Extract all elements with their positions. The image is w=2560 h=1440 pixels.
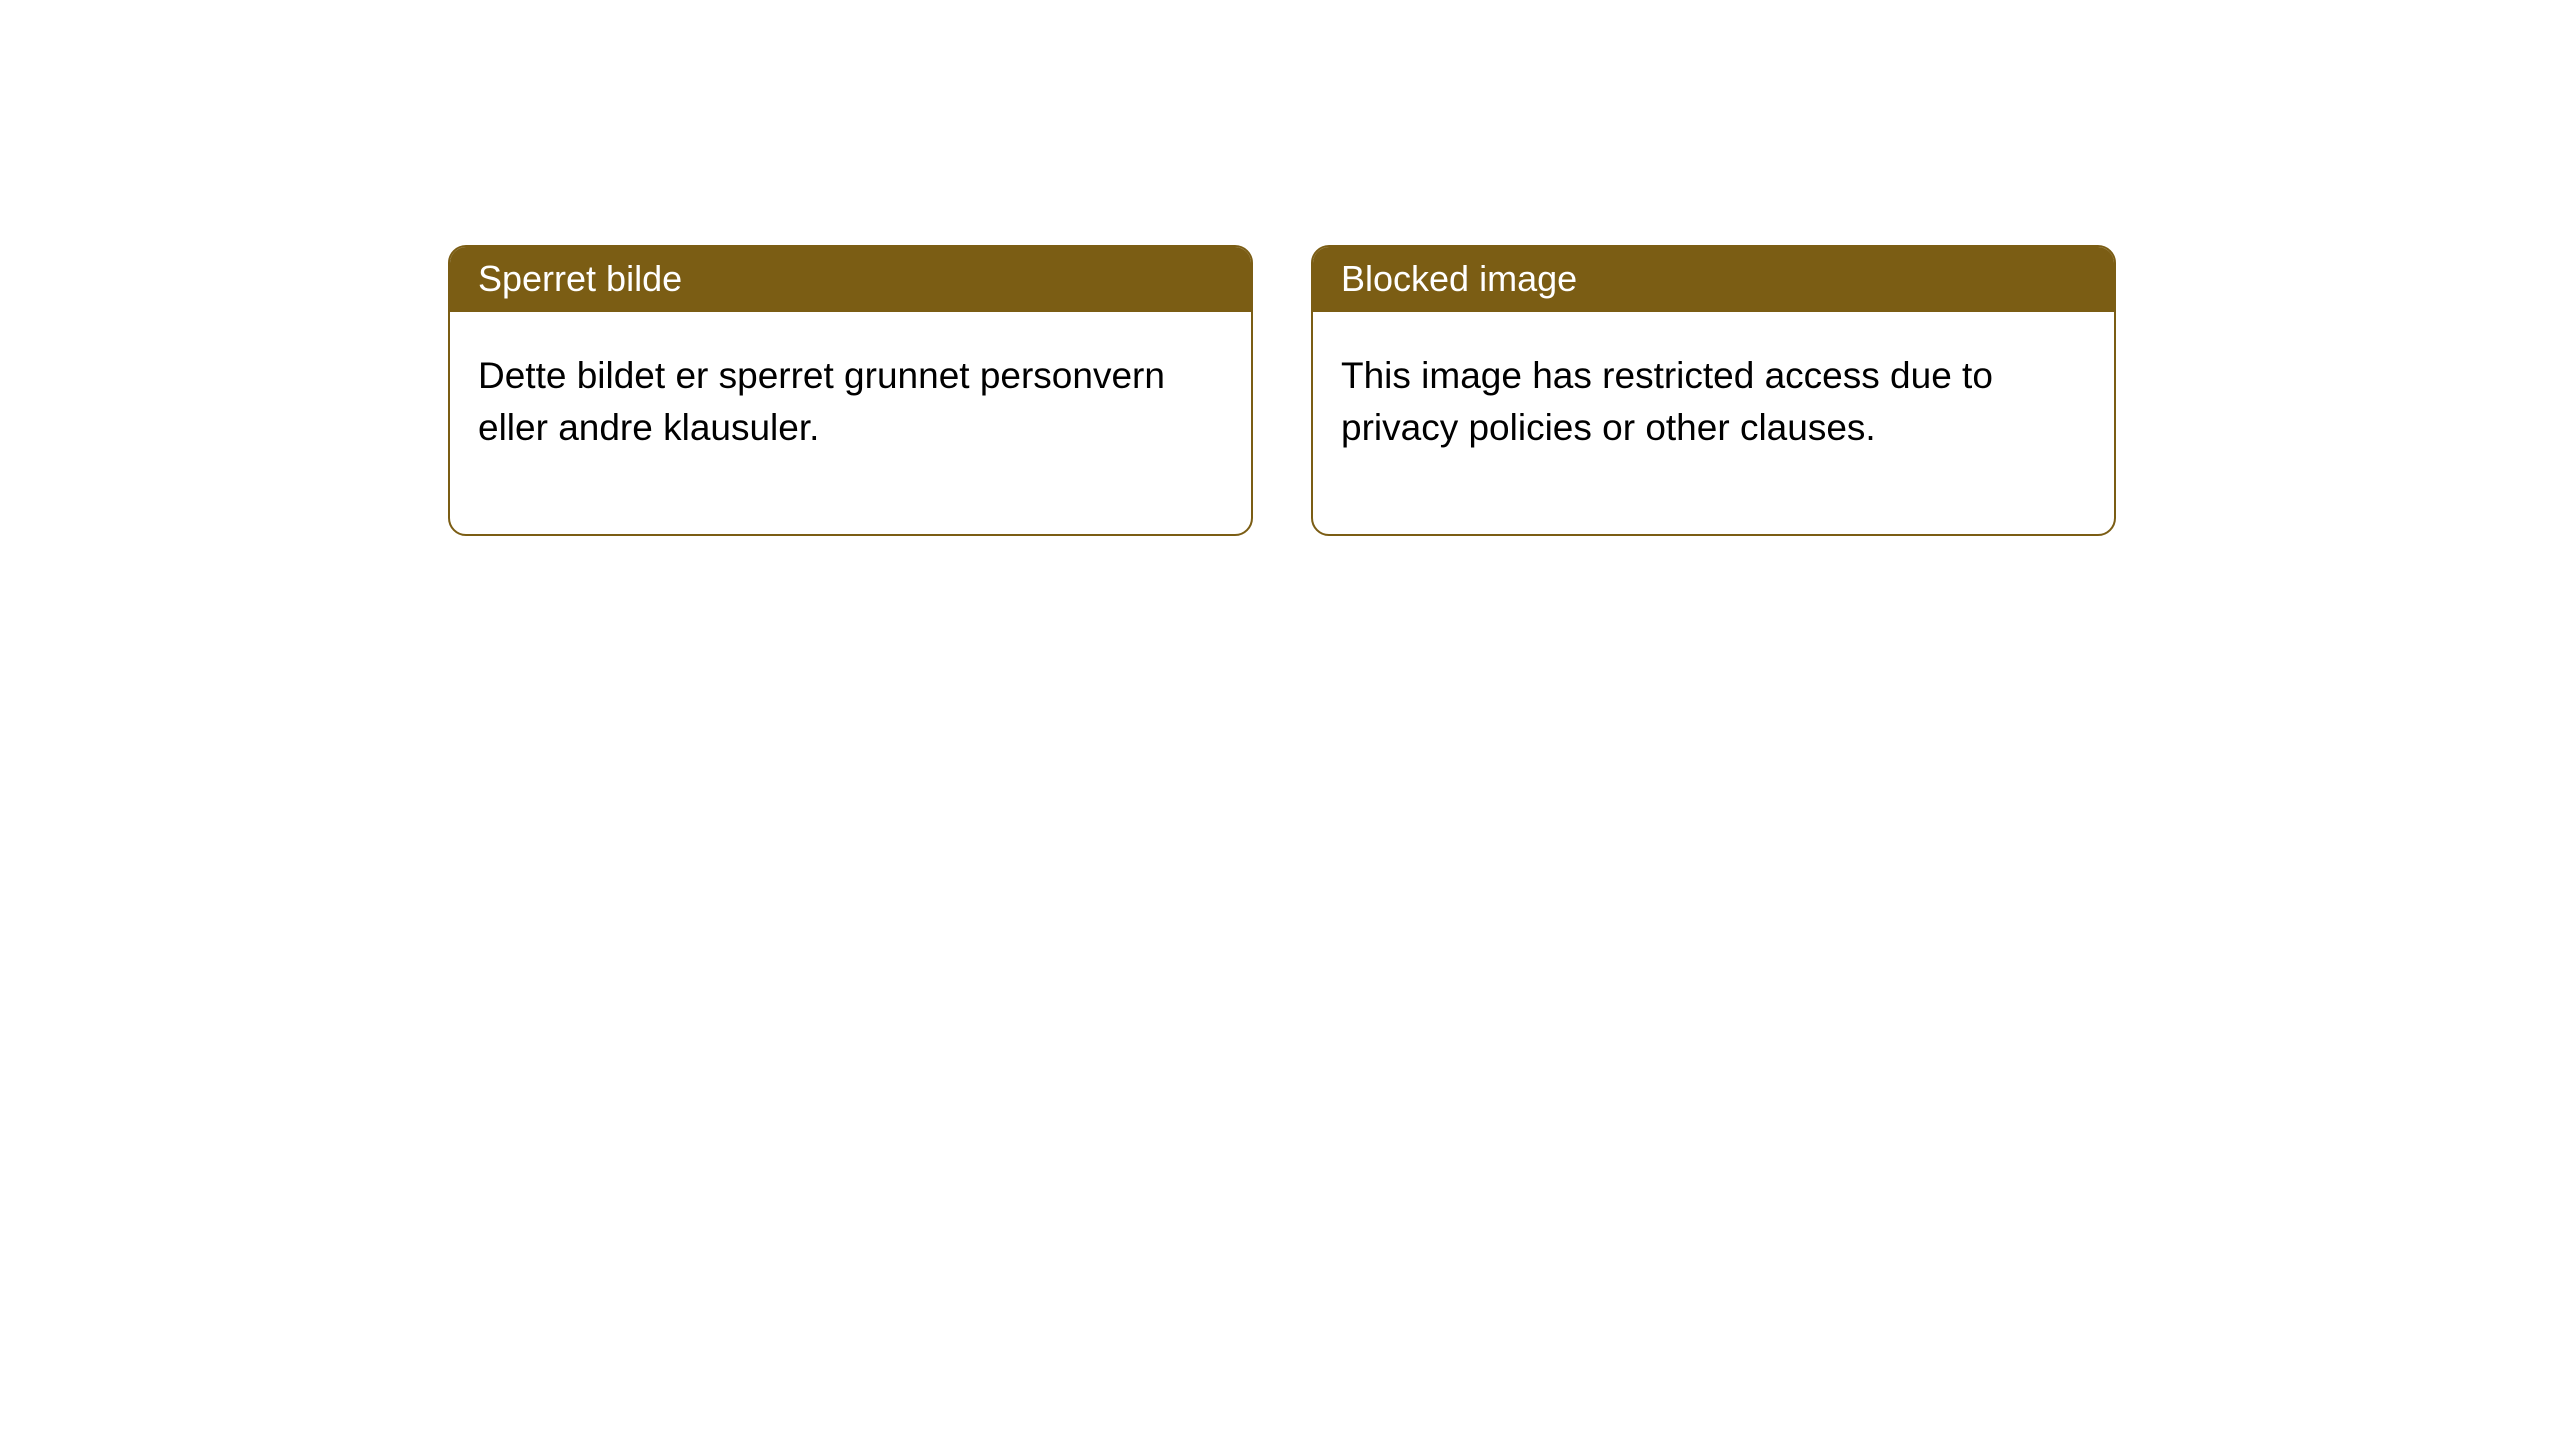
card-body: Dette bildet er sperret grunnet personve… (450, 312, 1251, 534)
card-title: Sperret bilde (478, 258, 682, 299)
card-body-text: This image has restricted access due to … (1341, 355, 1993, 448)
card-body: This image has restricted access due to … (1313, 312, 2114, 534)
card-body-text: Dette bildet er sperret grunnet personve… (478, 355, 1165, 448)
card-header: Sperret bilde (450, 247, 1251, 312)
card-header: Blocked image (1313, 247, 2114, 312)
card-title: Blocked image (1341, 258, 1577, 299)
notice-card-norwegian: Sperret bilde Dette bildet er sperret gr… (448, 245, 1253, 536)
notice-card-english: Blocked image This image has restricted … (1311, 245, 2116, 536)
notice-cards-container: Sperret bilde Dette bildet er sperret gr… (0, 0, 2560, 536)
